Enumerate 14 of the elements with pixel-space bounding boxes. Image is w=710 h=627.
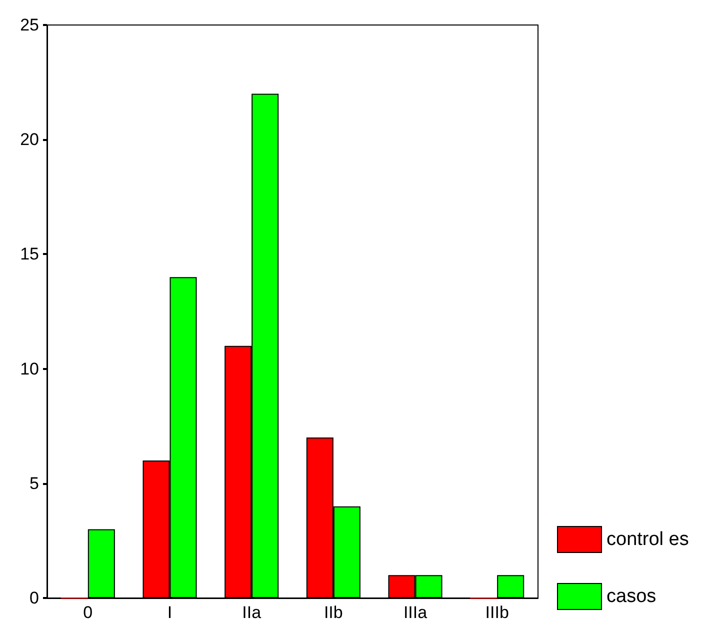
y-tick-label: 10 (20, 359, 39, 378)
y-tick-label: 5 (30, 474, 39, 493)
x-tick-label: IIIb (485, 603, 509, 622)
legend-label: control es (606, 529, 689, 550)
x-tick-label: I (167, 603, 172, 622)
x-tick-label: IIIa (403, 603, 428, 622)
y-tick-label: 25 (20, 16, 39, 34)
x-tick-label: 0 (83, 603, 93, 622)
y-tick-label: 0 (30, 588, 39, 608)
y-tick-label: 20 (20, 130, 39, 150)
y-tick-label: 15 (20, 244, 39, 264)
x-tick-label: IIa (242, 603, 262, 622)
x-tick-label: IIb (324, 603, 343, 622)
legend-label: casos (606, 586, 656, 607)
